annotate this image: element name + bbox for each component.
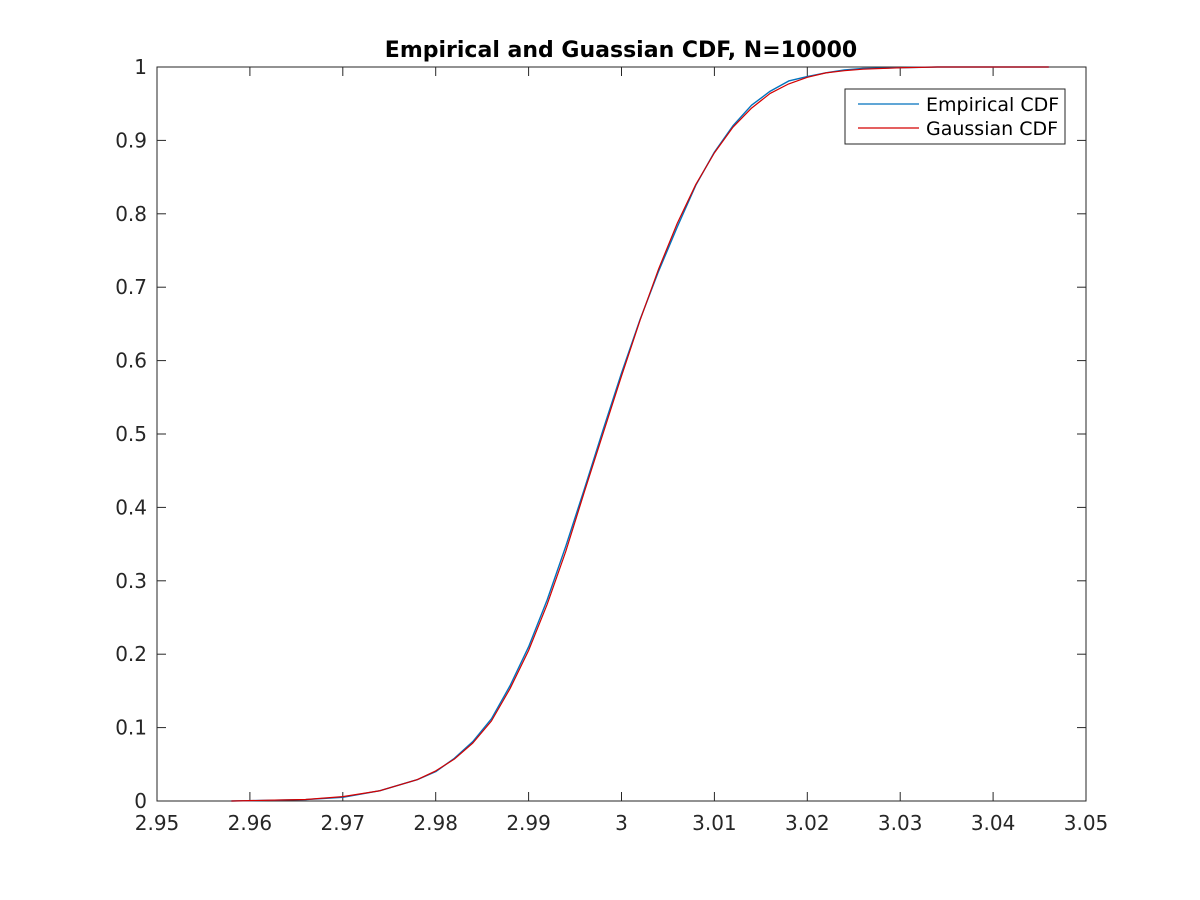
legend-label-empirical: Empirical CDF <box>926 94 1059 116</box>
chart-title: Empirical and Guassian CDF, N=10000 <box>385 38 857 63</box>
y-tick-label: 0.1 <box>115 716 147 740</box>
y-tick-label: 0.8 <box>115 202 147 226</box>
y-tick-label: 0.7 <box>115 275 147 299</box>
y-tick-label: 0.3 <box>115 569 147 593</box>
x-tick-label: 3.03 <box>878 811 923 835</box>
y-tick-label: 0.9 <box>115 128 147 152</box>
x-tick-label: 3.05 <box>1064 811 1109 835</box>
x-tick-label: 3.02 <box>785 811 830 835</box>
y-tick-label: 0.2 <box>115 642 147 666</box>
series-line-gaussian-cdf <box>231 66 1049 802</box>
x-tick-label: 3 <box>615 811 628 835</box>
legend-label-gaussian: Gaussian CDF <box>926 118 1058 140</box>
y-tick-label: 0.4 <box>115 495 147 519</box>
legend-box <box>844 88 1066 145</box>
x-tick-label: 2.97 <box>321 811 366 835</box>
legend: Empirical CDF Gaussian CDF <box>844 88 1066 145</box>
x-tick-label: 2.99 <box>506 811 551 835</box>
x-tick-label: 3.01 <box>692 811 737 835</box>
x-tick-label: 2.95 <box>135 811 180 835</box>
plot-area <box>156 66 1087 802</box>
y-tick-label: 0 <box>134 789 147 813</box>
y-tick-label: 0.6 <box>115 349 147 373</box>
x-tick-label: 2.96 <box>228 811 273 835</box>
data-lines <box>231 66 1049 802</box>
y-tick-label: 1 <box>134 55 147 79</box>
x-tick-label: 2.98 <box>413 811 458 835</box>
y-tick-label: 0.5 <box>115 422 147 446</box>
x-tick-label: 3.04 <box>971 811 1016 835</box>
axis-ticks: 2.95 2.96 2.97 2.98 2.99 3 3.01 3.02 3.03 3.04 3.0… <box>115 55 1108 835</box>
